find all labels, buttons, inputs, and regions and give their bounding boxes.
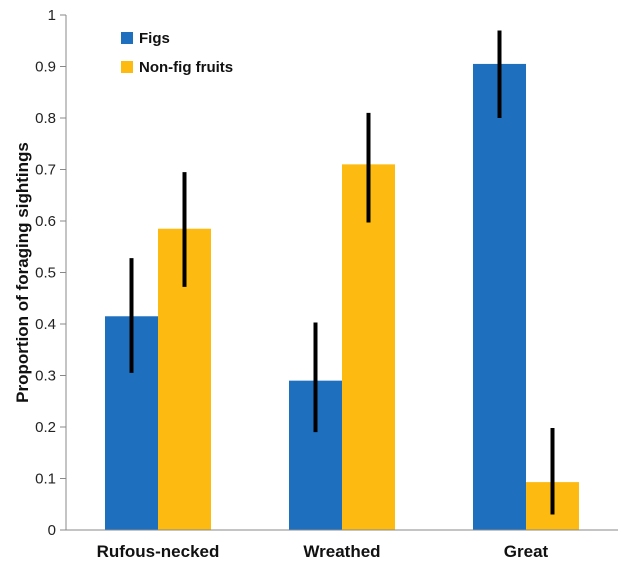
legend-swatch [121, 32, 133, 44]
legend-label: Figs [139, 30, 170, 47]
x-category-label: Wreathed [303, 542, 380, 561]
bar-figs-great [473, 63, 526, 531]
y-tick-label: 0 [48, 522, 56, 539]
y-axis-title: Proportion of foraging sightings [13, 142, 32, 403]
error-bars-group [129, 30, 555, 515]
x-category-label: Rufous-necked [97, 542, 220, 561]
bar-non-fig-fruits-wreathed [342, 164, 395, 530]
x-category-label: Great [504, 542, 549, 561]
legend-swatch [121, 61, 133, 73]
legend: Figs Non-fig fruits [121, 30, 233, 76]
y-tick-label: 1 [48, 7, 56, 24]
y-tick-label: 0.9 [35, 59, 56, 76]
y-tick-label: 0.3 [35, 368, 56, 385]
bars-group [105, 63, 579, 531]
x-axis-labels: Rufous-necked Wreathed Great [97, 542, 549, 561]
y-axis-ticks: 0 0.1 0.2 0.3 0.4 0.5 0.6 0.7 0.8 0.9 1 [35, 7, 66, 539]
y-tick-label: 0.4 [35, 316, 56, 333]
y-tick-label: 0.8 [35, 110, 56, 127]
y-tick-label: 0.7 [35, 162, 56, 179]
y-tick-label: 0.2 [35, 419, 56, 436]
y-tick-label: 0.1 [35, 471, 56, 488]
legend-label: Non-fig fruits [139, 59, 233, 76]
y-tick-label: 0.6 [35, 213, 56, 230]
y-tick-label: 0.5 [35, 265, 56, 282]
